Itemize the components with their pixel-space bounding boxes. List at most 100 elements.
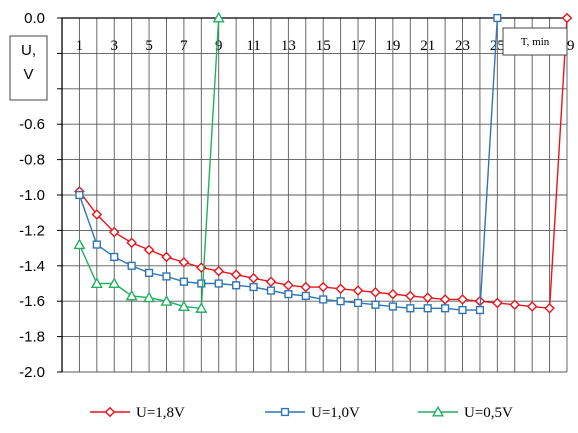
data-point: [441, 304, 450, 313]
data-point: [91, 209, 103, 220]
data-point: [230, 269, 242, 280]
data-point: [509, 299, 521, 311]
series-u-1-0v: [75, 13, 502, 315]
data-point: [144, 268, 154, 277]
data-point: [493, 13, 502, 23]
data-point: [336, 297, 345, 306]
data-point: [317, 281, 329, 293]
data-point: [92, 240, 101, 249]
data-point: [177, 300, 190, 312]
x-tick-label: 1: [76, 38, 84, 54]
data-point: [475, 305, 485, 315]
data-point: [544, 302, 555, 314]
data-point: [353, 298, 363, 308]
data-point: [492, 297, 503, 309]
data-point: [104, 406, 116, 418]
y-tick-label: -1.4: [19, 258, 45, 275]
data-point: [284, 290, 293, 299]
x-tick-label: 9: [215, 38, 223, 54]
x-tick-label: 19: [385, 38, 400, 54]
data-point: [108, 226, 120, 238]
y-tick-label: -2.0: [19, 364, 45, 381]
x-tick-label: 15: [316, 38, 331, 54]
data-point: [125, 289, 138, 301]
data-point: [352, 285, 364, 296]
data-point: [335, 283, 346, 295]
data-point: [143, 291, 156, 303]
y-axis-label: U, V: [9, 35, 48, 101]
data-point: [213, 265, 225, 277]
data-point: [179, 277, 188, 286]
legend-label: U=1,0V: [311, 405, 360, 421]
data-point: [371, 300, 380, 309]
legend-label: U=0,5V: [464, 405, 513, 421]
data-point: [406, 304, 415, 313]
grid: [62, 17, 568, 373]
data-point: [110, 252, 119, 262]
y-tick-label: -1.0: [19, 187, 45, 204]
data-point: [404, 290, 416, 302]
data-point: [214, 279, 223, 288]
y-axis-label-line-2: V: [23, 66, 33, 83]
y-tick-label: -1.6: [19, 293, 45, 310]
y-tick-label: -1.8: [19, 329, 45, 346]
y-tick-label: 0.0: [24, 10, 45, 27]
x-tick-label: 7: [180, 38, 188, 54]
data-point: [458, 305, 467, 315]
data-point: [283, 279, 294, 291]
x-axis-label-box: [502, 27, 568, 56]
x-tick-label: 3: [110, 38, 118, 54]
x-tick-label: 23: [455, 38, 470, 54]
data-point: [73, 238, 86, 250]
x-tick-label: 17: [351, 38, 367, 54]
legend: U=1,8V U=1,0V U=0,5V: [90, 405, 513, 421]
data-point: [265, 276, 277, 288]
data-point: [108, 277, 121, 289]
data-point: [126, 237, 137, 249]
data-point: [422, 292, 433, 303]
data-point: [197, 279, 206, 288]
data-point: [162, 272, 171, 281]
data-point: [75, 190, 84, 200]
x-axis-label: T, min: [502, 27, 568, 56]
series-u-1-8v: [74, 12, 573, 314]
data-point: [526, 301, 538, 312]
y-tick-label: -0.8: [19, 152, 45, 169]
data-point: [212, 11, 225, 23]
plot-area: [73, 11, 573, 315]
data-point: [387, 288, 399, 300]
data-point: [160, 294, 173, 306]
x-tick-label: 13: [281, 38, 296, 54]
data-point: [561, 12, 573, 24]
data-point: [178, 256, 190, 268]
series-u-0-5v: [73, 11, 225, 313]
data-point: [90, 277, 103, 289]
data-point: [370, 287, 381, 298]
data-point: [127, 261, 136, 270]
data-point: [300, 281, 312, 293]
data-point: [232, 281, 241, 290]
x-tick-label: 25: [490, 38, 505, 54]
x-axis-label-text: T, min: [521, 36, 550, 48]
data-point: [388, 302, 397, 311]
y-tick-label: -1.2: [19, 222, 45, 239]
data-point: [143, 244, 155, 256]
x-tick-label: 11: [246, 38, 260, 54]
data-point: [195, 302, 208, 313]
x-tick-label: 5: [145, 38, 153, 54]
y-tick-label: -0.6: [19, 116, 45, 133]
legend-item-u-1-8v: U=1,8V: [90, 405, 185, 421]
data-point: [457, 294, 468, 305]
data-point: [301, 291, 310, 300]
data-point: [161, 251, 172, 263]
y-axis-label-box: [9, 35, 48, 101]
legend-item-u-1-0v: U=1,0V: [265, 405, 360, 421]
data-point: [319, 295, 328, 304]
x-tick-label: 21: [420, 38, 435, 54]
data-point: [280, 407, 290, 417]
legend-label: U=1,8V: [136, 405, 185, 421]
data-point: [432, 405, 444, 417]
data-point: [248, 272, 259, 284]
data-point: [439, 294, 451, 305]
